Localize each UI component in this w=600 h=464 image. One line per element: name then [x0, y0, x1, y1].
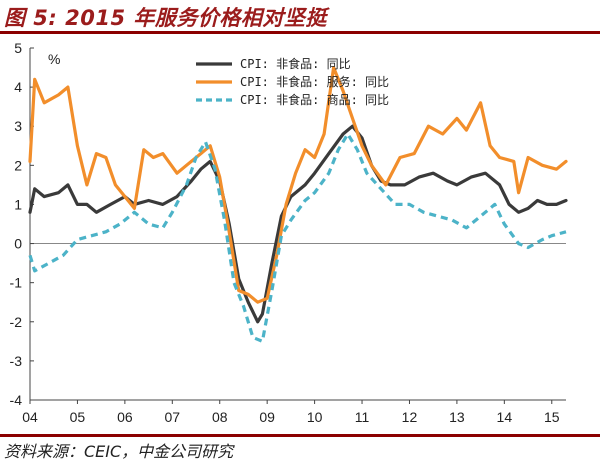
page-title: 图 5: 2015 年服务价格相对坚挺 — [4, 6, 327, 30]
x-tick-label: 09 — [259, 409, 275, 425]
series-line-0 — [28, 124, 568, 324]
y-tick-label: 2 — [14, 157, 22, 173]
y-tick-label: 4 — [14, 79, 22, 95]
y-axis: 5 4 3 2 1 0 -1 -2 -3 -4 — [10, 40, 566, 408]
source-rule — [0, 434, 600, 437]
x-tick-label: 07 — [165, 409, 181, 425]
y-tick-label: -2 — [10, 314, 23, 330]
legend-label-1: CPI: 非食品: 服务: 同比 — [240, 74, 389, 89]
x-axis: 04 05 06 07 08 09 10 11 12 13 14 15 — [22, 399, 566, 425]
x-tick-label: 13 — [449, 409, 465, 425]
legend-label-0: CPI: 非食品: 同比 — [240, 56, 351, 71]
y-tick-label: -1 — [10, 275, 23, 291]
x-tick-label: 05 — [70, 409, 86, 425]
series-line-2 — [28, 132, 567, 343]
x-tick-label: 11 — [355, 409, 370, 425]
y-tick-label: 3 — [14, 118, 22, 134]
x-tick-label: 06 — [117, 409, 133, 425]
x-tick-label: 14 — [497, 409, 513, 425]
source-note: 资料来源：CEIC，中金公司研究 — [4, 442, 234, 461]
title-rule — [0, 31, 600, 34]
x-tick-label: 08 — [212, 409, 228, 425]
y-tick-label: 1 — [14, 196, 22, 212]
x-tick-label: 15 — [544, 409, 560, 425]
legend: CPI: 非食品: 同比 CPI: 非食品: 服务: 同比 CPI: 非食品: 商品… — [196, 56, 389, 107]
y-tick-label: -3 — [10, 353, 23, 369]
y-tick-label: 5 — [14, 40, 22, 56]
y-tick-label: -4 — [10, 392, 23, 408]
y-tick-label: 0 — [14, 236, 22, 252]
series-lines — [28, 66, 568, 343]
series-line-1 — [28, 66, 568, 304]
x-tick-label: 10 — [307, 409, 323, 425]
legend-label-2: CPI: 非食品: 商品: 同比 — [240, 92, 389, 107]
y-unit-label: % — [48, 51, 60, 67]
x-tick-label: 12 — [402, 409, 418, 425]
x-tick-label: 04 — [22, 409, 38, 425]
